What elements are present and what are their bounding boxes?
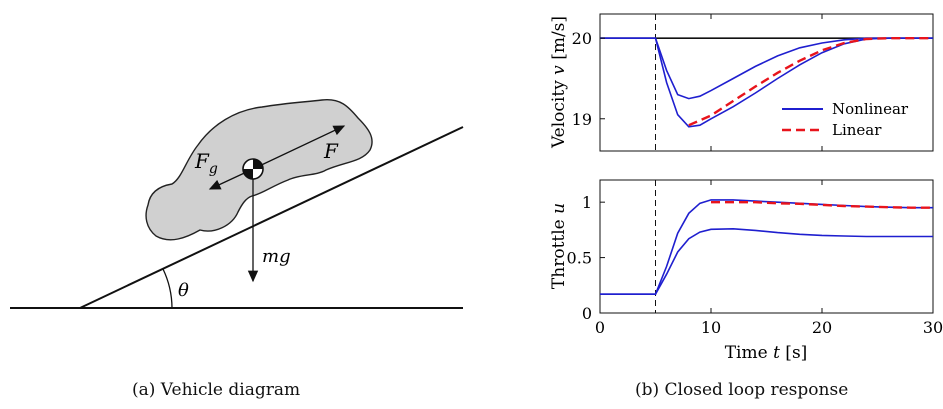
x-tick-label: 0 — [595, 318, 605, 337]
velocity-chart: 19 20 Velocity v [m/s] Nonlinear Linear — [549, 13, 934, 152]
series-nonlinear-line-0 — [600, 199, 933, 296]
series-nonlinear-line-0 — [600, 37, 933, 100]
incline-line — [79, 126, 464, 309]
caption-right: (b) Closed loop response — [635, 380, 849, 400]
velocity-y-label: Velocity v [m/s] — [549, 16, 569, 149]
y-tick-label: 0.5 — [567, 249, 592, 268]
label-weight: mg — [262, 246, 291, 267]
center-of-mass-icon — [242, 158, 264, 180]
y-tick-label: 20 — [572, 29, 592, 48]
series-nonlinear-line-1 — [600, 227, 933, 296]
series-linear-line-2 — [688, 37, 933, 127]
label-force: F — [323, 139, 339, 163]
vehicle-diagram: Fg F mg θ — [10, 99, 464, 309]
angle-arc — [162, 268, 173, 309]
response-charts: 19 20 Velocity v [m/s] Nonlinear Linear 0… — [549, 13, 943, 363]
x-tick-label: 20 — [812, 318, 832, 337]
series-nonlinear-line-1 — [600, 37, 933, 128]
throttle-chart: 00.510 10 20 30 Throttle u Time t [s] — [549, 179, 943, 363]
y-tick-label: 0 — [582, 304, 592, 323]
response-panel: 19 20 Velocity v [m/s] Nonlinear Linear 0… — [520, 0, 943, 409]
label-angle: θ — [178, 280, 189, 301]
legend-linear-label: Linear — [832, 121, 882, 139]
velocity-plot-frame — [599, 13, 934, 152]
y-tick-label: 19 — [572, 110, 592, 129]
legend: Nonlinear Linear — [782, 100, 909, 139]
legend-nonlinear-label: Nonlinear — [832, 100, 909, 118]
throttle-plot-frame — [599, 179, 934, 314]
series-linear-line-2 — [711, 200, 933, 209]
force-arrow — [252, 125, 346, 170]
vehicle-diagram-panel: Fg F mg θ (a) Vehicle diagram — [0, 0, 470, 409]
time-x-label: Time t [s] — [725, 343, 808, 363]
y-tick-label: 1 — [582, 193, 592, 212]
x-tick-label: 10 — [701, 318, 721, 337]
x-tick-label: 30 — [923, 318, 943, 337]
label-fg: Fg — [194, 149, 218, 177]
caption-left: (a) Vehicle diagram — [132, 380, 301, 400]
throttle-y-label: Throttle u — [549, 203, 569, 289]
